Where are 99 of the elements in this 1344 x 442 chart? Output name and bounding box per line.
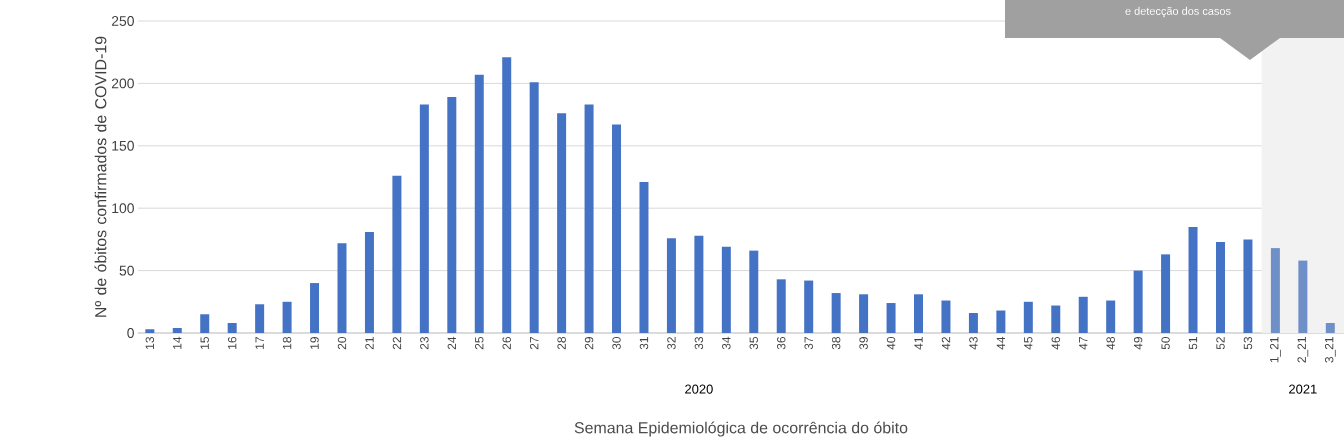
bar xyxy=(145,329,155,333)
bar xyxy=(392,175,402,333)
bar xyxy=(886,303,896,333)
bar xyxy=(1188,226,1198,333)
x-tick-label: 30 xyxy=(612,336,621,350)
x-tick-label: 39 xyxy=(859,337,868,350)
bar xyxy=(364,231,374,333)
x-tick-label: 14 xyxy=(173,336,182,349)
bar xyxy=(968,313,978,333)
x-tick-label: 52 xyxy=(1216,337,1225,350)
x-tick-label: 36 xyxy=(777,337,786,350)
bar xyxy=(694,235,704,333)
y-tick-label: 50 xyxy=(119,265,134,276)
x-tick-label: 15 xyxy=(200,337,209,349)
bar xyxy=(310,283,320,333)
x-tick-label: 25 xyxy=(475,337,484,350)
bar xyxy=(255,304,265,333)
x-tick-label: 47 xyxy=(1079,337,1088,350)
text: 2020 xyxy=(685,384,713,394)
x-tick-label: 49 xyxy=(1133,337,1143,350)
bar xyxy=(200,314,210,333)
bar xyxy=(831,293,841,333)
bar xyxy=(447,97,457,333)
x-tick-label: 26 xyxy=(502,337,511,350)
bar xyxy=(1298,260,1308,333)
bar xyxy=(804,280,814,333)
bar xyxy=(172,327,182,333)
x-tick-label: 50 xyxy=(1161,336,1170,350)
bar xyxy=(776,279,786,333)
x-tick-label: 3_21 xyxy=(1324,337,1336,363)
bar xyxy=(502,57,512,333)
bar xyxy=(914,294,923,333)
bar xyxy=(1106,300,1116,333)
x-tick-label: 18 xyxy=(282,337,292,349)
bar xyxy=(859,294,869,333)
y-tick-label: 200 xyxy=(111,78,134,89)
bar xyxy=(639,181,649,333)
x-tick-label: 21 xyxy=(365,337,374,350)
x-tick-label: 13 xyxy=(145,337,155,349)
x-tick-label: 24 xyxy=(447,336,456,350)
x-tick-label: 32 xyxy=(667,337,676,350)
bar xyxy=(1270,248,1280,333)
y-tick-label: 100 xyxy=(112,203,134,214)
bar xyxy=(474,74,484,333)
bar xyxy=(612,124,622,333)
x-tick-label: 40 xyxy=(886,336,896,350)
bar xyxy=(1023,301,1033,333)
x-tick-label: 53 xyxy=(1243,337,1253,350)
x-tick-label: 28 xyxy=(557,337,566,350)
text: 2021 xyxy=(1289,384,1317,394)
x-tick-label: 38 xyxy=(831,337,841,350)
y-tick-label: 0 xyxy=(127,328,134,338)
x-tick-label: 37 xyxy=(804,337,813,350)
text: e detecção dos casos xyxy=(1125,6,1231,18)
bar xyxy=(557,113,567,333)
x-tick-label: 46 xyxy=(1051,337,1060,350)
x-axis-title: Semana Epidemiológica de ocorrência do óbito xyxy=(574,421,908,437)
x-tick-label: 23 xyxy=(420,337,429,350)
x-tick-label: 48 xyxy=(1106,337,1115,350)
x-tick-label: 51 xyxy=(1188,337,1198,350)
x-tick-label: 31 xyxy=(639,337,649,350)
bar xyxy=(282,301,292,333)
x-tick-label: 42 xyxy=(941,337,951,350)
x-tick-label: 35 xyxy=(749,337,759,350)
x-tick-label: 27 xyxy=(529,337,539,350)
bar xyxy=(1161,254,1171,333)
x-tick-label: 19 xyxy=(310,337,319,349)
bar xyxy=(529,82,539,333)
x-tick-label: 22 xyxy=(392,337,402,350)
bar xyxy=(1078,296,1088,333)
x-tick-label: 16 xyxy=(227,337,237,349)
bar xyxy=(1243,239,1253,333)
y-tick-label: 150 xyxy=(112,140,134,151)
bar xyxy=(419,104,429,333)
bar xyxy=(941,300,951,333)
bar xyxy=(1051,305,1061,333)
bar xyxy=(666,238,676,333)
y-axis-title: Nº de óbitos confirmados de COVID-19 xyxy=(94,36,107,317)
bar xyxy=(1133,270,1143,333)
x-tick-label: 20 xyxy=(337,336,347,350)
x-tick-label: 2_21 xyxy=(1297,337,1309,363)
bar xyxy=(337,243,347,333)
bar xyxy=(721,246,731,333)
bar xyxy=(1215,241,1225,333)
x-tick-label: 17 xyxy=(255,337,264,349)
x-tick-label: 29 xyxy=(584,337,594,350)
x-tick-label: 44 xyxy=(996,336,1005,350)
bar xyxy=(1325,323,1335,333)
x-tick-label: 43 xyxy=(969,337,978,350)
x-tick-label: 34 xyxy=(722,336,731,350)
bar xyxy=(996,310,1006,333)
x-tick-label: 33 xyxy=(694,337,704,350)
x-tick-label: 1_21 xyxy=(1270,337,1281,363)
y-tick-label: 250 xyxy=(111,16,134,26)
bar xyxy=(584,104,594,333)
bar xyxy=(227,323,237,333)
bar xyxy=(749,250,759,333)
x-tick-label: 41 xyxy=(914,337,923,350)
x-tick-label: 45 xyxy=(1024,337,1033,350)
